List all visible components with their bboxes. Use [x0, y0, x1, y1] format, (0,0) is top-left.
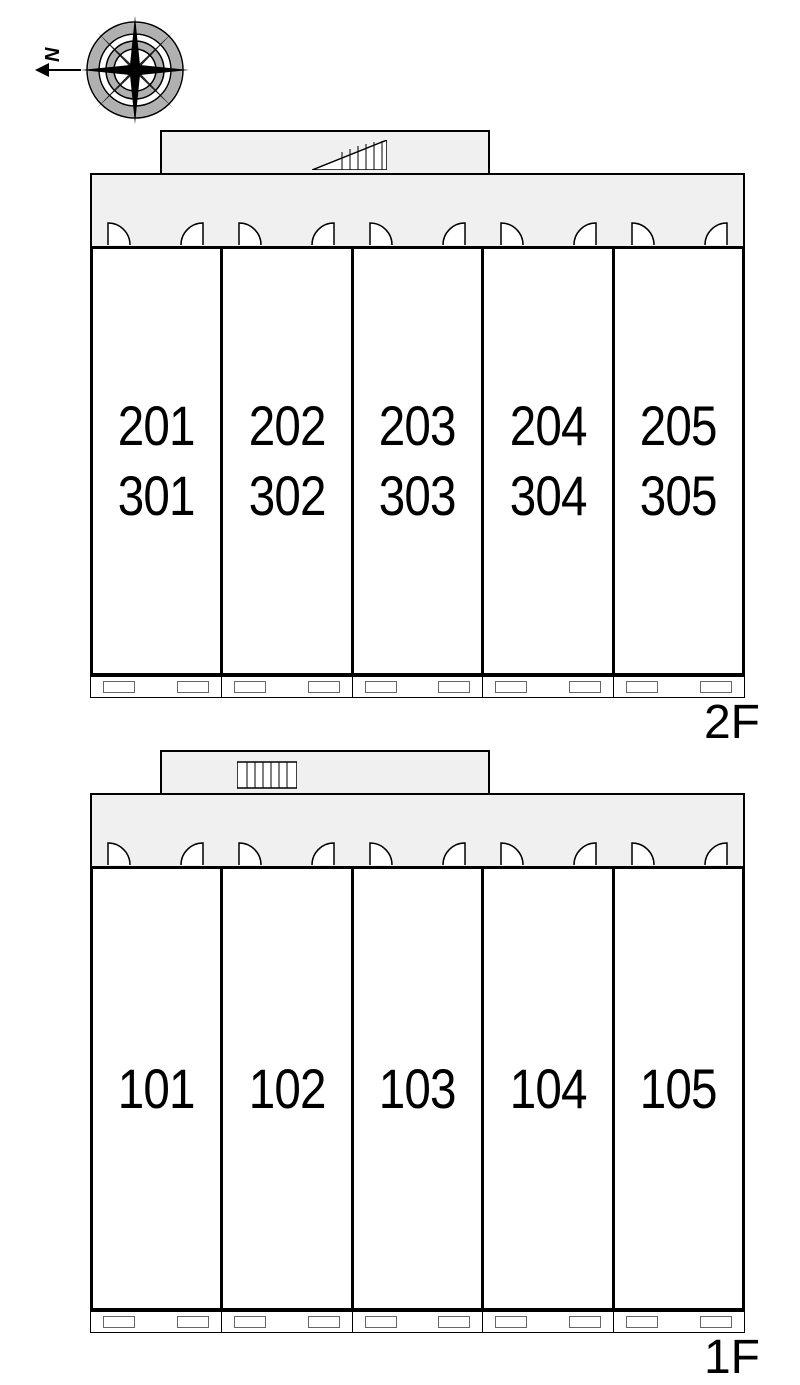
unit-row: 101 102 103 104 105	[90, 866, 745, 1311]
stair-landing	[160, 130, 490, 175]
stairs-icon	[237, 760, 297, 790]
unit-number: 304	[509, 461, 586, 531]
unit-cell: 201 301	[90, 246, 220, 676]
unit-number: 205	[640, 391, 717, 461]
unit-number: 203	[379, 391, 456, 461]
unit-number: 301	[118, 461, 195, 531]
unit-cell: 104	[481, 866, 611, 1311]
balcony-row	[90, 1311, 745, 1333]
unit-cell: 203 303	[351, 246, 481, 676]
stairs-icon	[312, 140, 387, 170]
unit-number: 204	[509, 391, 586, 461]
unit-number: 104	[509, 1054, 586, 1124]
stair-landing	[160, 750, 490, 795]
unit-cell: 202 302	[220, 246, 350, 676]
unit-cell: 204 304	[481, 246, 611, 676]
north-label: N	[42, 47, 64, 62]
unit-cell: 101	[90, 866, 220, 1311]
unit-row: 201 301 202 302 203 303 204 304 205 305	[90, 246, 745, 676]
unit-number: 202	[249, 391, 326, 461]
unit-cell: 105	[612, 866, 745, 1311]
unit-number: 303	[379, 461, 456, 531]
unit-cell: 102	[220, 866, 350, 1311]
unit-number: 103	[379, 1054, 456, 1124]
unit-cell: 103	[351, 866, 481, 1311]
floor-label: 1F	[704, 1330, 760, 1385]
unit-number: 305	[640, 461, 717, 531]
door-row	[90, 835, 745, 865]
unit-cell: 205 305	[612, 246, 745, 676]
unit-number: 302	[249, 461, 326, 531]
compass-rose: N	[35, 10, 195, 130]
balcony-row	[90, 676, 745, 698]
unit-number: 101	[118, 1054, 195, 1124]
door-row	[90, 215, 745, 245]
unit-number: 102	[249, 1054, 326, 1124]
unit-number: 201	[118, 391, 195, 461]
floor-label: 2F	[704, 695, 760, 750]
unit-number: 105	[640, 1054, 717, 1124]
